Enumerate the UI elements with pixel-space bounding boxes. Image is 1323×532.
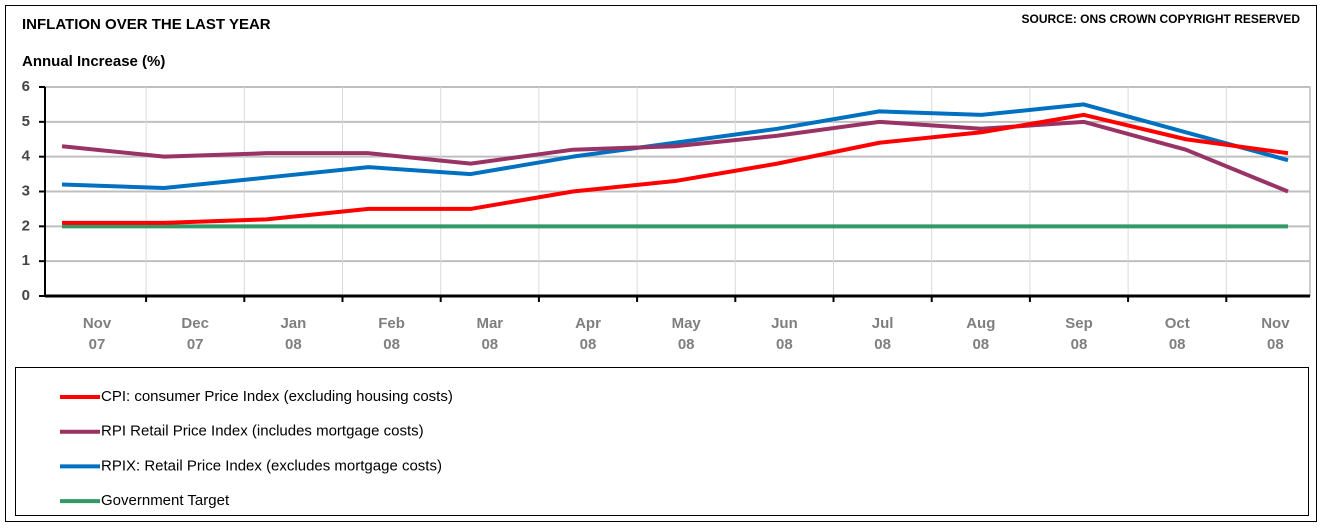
- x-tick-label-line: Aug: [966, 315, 995, 332]
- x-tick-label: Jun 08: [771, 315, 798, 353]
- y-tick-label: 4: [22, 148, 31, 165]
- x-tick-label-line: Mar: [476, 315, 503, 332]
- x-tick-label-line: 08: [481, 336, 498, 353]
- x-tick-label-line: Nov: [83, 315, 112, 332]
- chart-border: [5, 5, 1317, 522]
- x-tick-label-line: Sep: [1065, 315, 1093, 332]
- legend-label: RPI Retail Price Index (includes mortgag…: [101, 423, 424, 440]
- x-tick-label-line: 08: [383, 336, 400, 353]
- x-tick-label-line: 08: [1267, 336, 1284, 353]
- y-tick-label: 6: [22, 78, 30, 95]
- x-tick-label-line: 08: [1071, 336, 1088, 353]
- x-tick-label-line: May: [672, 315, 702, 332]
- series-line: [62, 112, 1289, 225]
- x-tick-label: Apr 08: [575, 315, 601, 353]
- x-tick-label: Jul 08: [872, 315, 894, 353]
- source: SOURCE: ONS CROWN COPYRIGHT RESERVED: [1022, 12, 1301, 26]
- x-tick-label-line: Dec: [181, 315, 209, 332]
- legend-label: Government Target: [101, 492, 230, 509]
- x-tick-label-line: 08: [776, 336, 793, 353]
- x-tick-label-line: 08: [285, 336, 302, 353]
- legend-label: CPI: consumer Price Index (excluding hou…: [101, 388, 453, 405]
- y-tick-label: 5: [22, 113, 30, 130]
- x-tick-label-line: 08: [580, 336, 597, 353]
- x-tick-label-line: Feb: [378, 315, 405, 332]
- x-tick-label-line: 07: [89, 336, 106, 353]
- x-tick-label: Nov 07: [83, 315, 112, 353]
- legend-box: [15, 367, 1309, 516]
- x-tick-label-line: Jun: [771, 315, 798, 332]
- y-tick-label: 0: [22, 287, 30, 304]
- y-tick-label: 3: [22, 182, 30, 199]
- x-tick-label: Aug 08: [966, 315, 995, 353]
- x-tick-label-line: Jul: [872, 315, 894, 332]
- x-tick-label-line: 08: [1169, 336, 1186, 353]
- series-line: [61, 119, 1289, 194]
- x-tick-label-line: 08: [678, 336, 695, 353]
- y-tick-label: 2: [22, 217, 30, 234]
- y-tick-label: 1: [22, 252, 30, 269]
- x-tick-label: Oct 08: [1165, 315, 1190, 353]
- x-tick-label: May 08: [672, 315, 702, 353]
- x-tick-label-line: Apr: [575, 315, 601, 332]
- legend-label: RPIX: Retail Price Index (excludes mortg…: [101, 457, 442, 474]
- x-tick-label-line: 08: [972, 336, 989, 353]
- x-tick-label-line: Oct: [1165, 315, 1190, 332]
- x-tick-label-line: Nov: [1261, 315, 1290, 332]
- x-tick-label: Dec 07: [181, 315, 209, 353]
- x-tick-label: Mar 08: [476, 315, 503, 353]
- chart-title: INFLATION OVER THE LAST YEAR: [22, 16, 271, 33]
- x-tick-label-line: 08: [874, 336, 891, 353]
- x-tick-label: Sep 08: [1065, 315, 1093, 353]
- x-tick-label-line: 07: [187, 336, 204, 353]
- y-axis-label: Annual Increase (%): [22, 53, 165, 70]
- series-line: [61, 102, 1289, 191]
- x-tick-label: Nov 08: [1261, 315, 1290, 353]
- x-tick-label-line: Jan: [280, 315, 306, 332]
- x-tick-label: Feb 08: [378, 315, 405, 353]
- x-tick-label: Jan 08: [280, 315, 306, 353]
